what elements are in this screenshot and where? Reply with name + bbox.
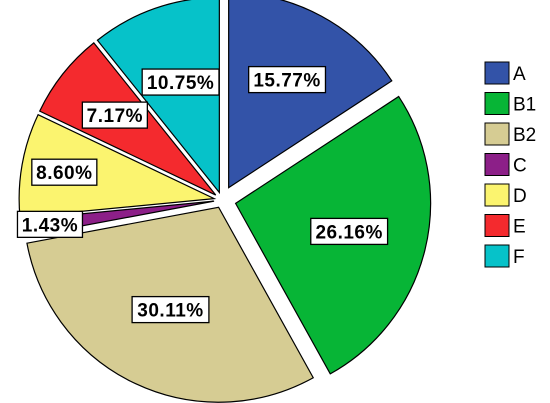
- data-label-c: 1.43%: [16, 210, 84, 238]
- svg-text:15.77%: 15.77%: [253, 71, 320, 92]
- legend-item-d: D: [484, 183, 527, 207]
- legend-label: F: [513, 247, 525, 268]
- legend-item-a: A: [484, 61, 526, 85]
- data-label-b2: 30.11%: [131, 295, 210, 324]
- legend-item-e: E: [484, 214, 526, 238]
- svg-text:26.16%: 26.16%: [315, 222, 382, 243]
- legend-item-b2: B2: [484, 122, 536, 146]
- pie-slice-a: [228, 0, 393, 189]
- data-label-b1: 26.16%: [310, 217, 389, 246]
- legend-swatch: [484, 244, 510, 268]
- legend-label: D: [513, 186, 527, 207]
- data-label-a: 15.77%: [248, 65, 327, 94]
- legend-label: B1: [513, 95, 536, 116]
- legend-swatch: [484, 122, 510, 146]
- legend-label: E: [513, 217, 526, 238]
- pie-slices: [18, 0, 432, 403]
- data-label-e: 7.17%: [81, 101, 149, 129]
- legend-swatch: [484, 183, 510, 207]
- legend-swatch: [484, 153, 510, 176]
- legend-item-b1: B1: [484, 92, 536, 116]
- data-label-d: 8.60%: [31, 158, 98, 186]
- legend-label: B2: [513, 125, 536, 146]
- legend-item-c: C: [484, 153, 527, 177]
- svg-text:7.17%: 7.17%: [87, 106, 143, 127]
- legend-swatch: [484, 61, 510, 85]
- pie-data-labels: 15.77% 26.16% 30.11% 1.43% 8.60% 7.17%10.75%: [16, 65, 389, 324]
- legend-item-f: F: [484, 244, 525, 268]
- legend-swatch: [484, 214, 510, 237]
- legend-label: C: [513, 156, 527, 177]
- legend-label: A: [513, 64, 526, 85]
- legend-swatch: [484, 92, 510, 115]
- svg-text:1.43%: 1.43%: [22, 215, 78, 236]
- data-label-f: 10.75%: [141, 68, 220, 96]
- svg-text:8.60%: 8.60%: [36, 163, 92, 184]
- pie-slice-f: [96, 0, 220, 195]
- svg-text:30.11%: 30.11%: [137, 301, 203, 322]
- svg-text:10.75%: 10.75%: [147, 73, 214, 94]
